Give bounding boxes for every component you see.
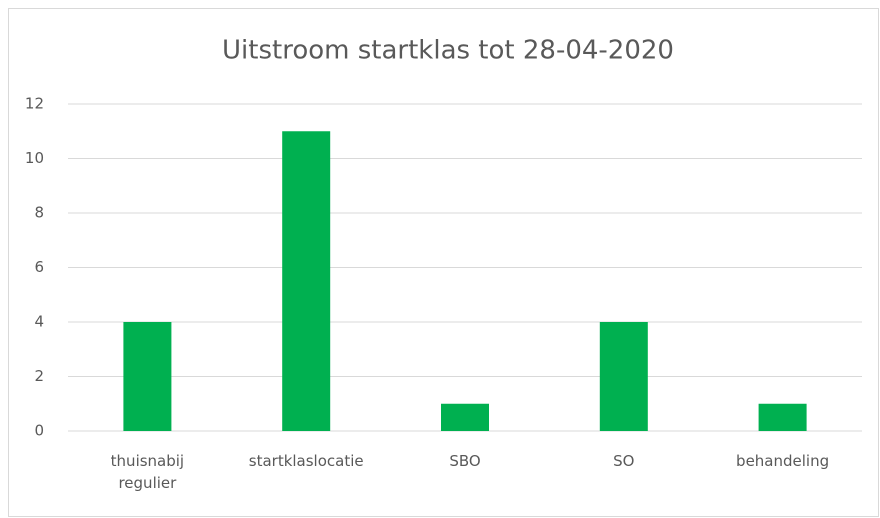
chart-title: Uitstroom startklas tot 28-04-2020 [222, 36, 674, 66]
x-tick-label: thuisnabij regulier [110, 452, 185, 492]
chart-frame [8, 8, 879, 517]
bar [123, 322, 172, 431]
x-tick-label: SBO [449, 452, 481, 470]
y-tick-label: 6 [34, 258, 44, 276]
x-tick-label: SO [613, 452, 635, 470]
x-tick-label: startklaslocatie [248, 452, 364, 470]
y-tick-label: 4 [34, 313, 44, 331]
bar [599, 322, 648, 431]
x-tick-label: behandeling [736, 452, 830, 470]
bar [441, 403, 489, 431]
bar [758, 403, 807, 431]
y-tick-label: 12 [25, 95, 44, 113]
y-tick-label: 10 [25, 149, 44, 167]
y-tick-label: 8 [34, 204, 44, 222]
y-tick-label: 2 [34, 367, 44, 385]
bar [282, 131, 331, 431]
y-tick-label: 0 [34, 422, 44, 440]
